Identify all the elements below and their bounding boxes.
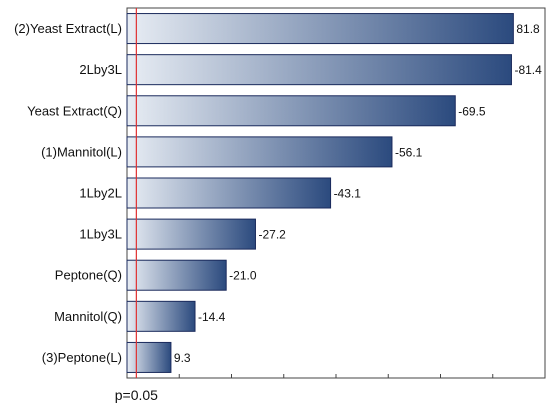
bar [126, 13, 514, 45]
category-label: 2Lby3L [79, 62, 122, 77]
category-label: (2)Yeast Extract(L) [14, 21, 122, 36]
value-label: -14.4 [198, 310, 226, 324]
category-label: (1)Mannitol(L) [41, 144, 122, 159]
bar [126, 341, 172, 373]
value-label: -43.1 [334, 187, 362, 201]
value-label: -56.1 [395, 145, 423, 159]
category-label: Yeast Extract(Q) [27, 103, 122, 118]
bar [126, 54, 512, 86]
value-label: 81.8 [516, 22, 540, 36]
bar [126, 177, 332, 209]
bar [126, 95, 456, 127]
value-label: -27.2 [258, 228, 286, 242]
value-label: -21.0 [229, 269, 257, 283]
value-label: -69.5 [458, 104, 486, 118]
category-label: Mannitol(Q) [54, 309, 122, 324]
bar [126, 218, 256, 250]
bar [126, 259, 227, 291]
bar [126, 136, 393, 168]
category-label: 1Lby3L [79, 227, 122, 242]
value-label: 9.3 [174, 351, 191, 365]
bar [126, 300, 196, 332]
category-label: (3)Peptone(L) [42, 350, 122, 365]
value-label: -81.4 [514, 63, 542, 77]
category-label: 1Lby2L [79, 186, 122, 201]
category-label: Peptone(Q) [55, 268, 122, 283]
significance-line-label: p=0.05 [115, 387, 158, 403]
